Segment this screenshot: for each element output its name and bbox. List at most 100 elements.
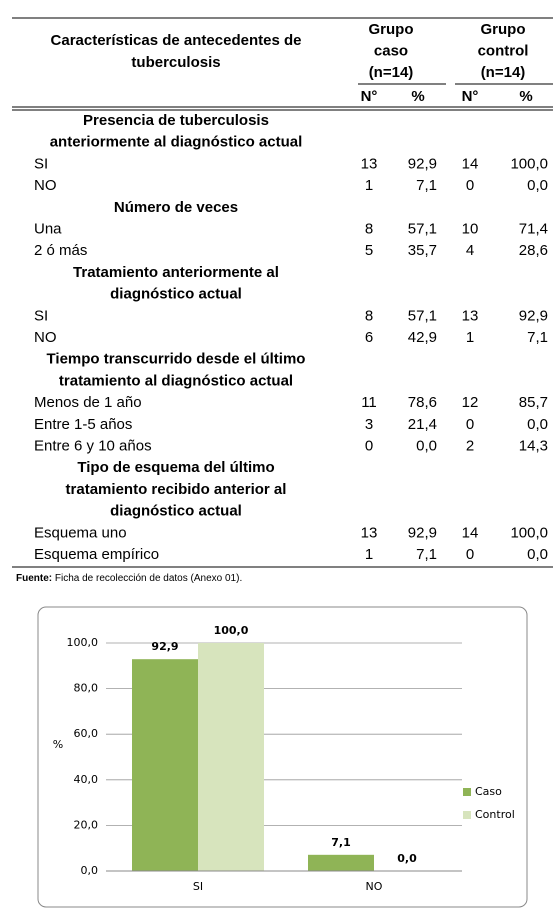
column-header: % bbox=[411, 88, 424, 105]
cell-value: 92,9 bbox=[408, 155, 437, 172]
group-header: Grupo bbox=[481, 21, 526, 38]
cell-value: 12 bbox=[462, 394, 479, 411]
section-title: Número de veces bbox=[114, 199, 238, 216]
cell-value: 85,7 bbox=[519, 394, 548, 411]
cell-value: 100,0 bbox=[510, 155, 548, 172]
cell-value: 57,1 bbox=[408, 220, 437, 237]
section-title: tratamiento al diagnóstico actual bbox=[59, 372, 293, 389]
group-header: caso bbox=[374, 42, 408, 59]
group-header: (n=14) bbox=[369, 64, 414, 81]
source-note: Fuente: Ficha de recolección de datos (A… bbox=[16, 573, 242, 584]
group-header: (n=14) bbox=[481, 64, 526, 81]
chart-frame bbox=[37, 606, 528, 908]
row-label: NO bbox=[34, 329, 57, 346]
section-title: tratamiento recibido anterior al bbox=[66, 481, 287, 498]
legend-swatch bbox=[463, 788, 471, 796]
y-axis-label: % bbox=[53, 738, 63, 751]
cell-value: 14 bbox=[462, 155, 479, 172]
cell-value: 5 bbox=[365, 242, 373, 259]
section-title: diagnóstico actual bbox=[110, 503, 242, 520]
cell-value: 3 bbox=[365, 416, 373, 433]
cell-value: 1 bbox=[466, 329, 474, 346]
column-header: % bbox=[519, 88, 532, 105]
cell-value: 92,9 bbox=[408, 524, 437, 541]
cell-value: 6 bbox=[365, 329, 373, 346]
cell-value: 0 bbox=[466, 177, 474, 194]
cell-value: 0,0 bbox=[527, 546, 548, 563]
source-text: Ficha de recolección de datos (Anexo 01)… bbox=[55, 573, 242, 584]
header-text: tuberculosis bbox=[131, 54, 220, 71]
y-tick-label: 20,0 bbox=[74, 818, 99, 831]
cell-value: 11 bbox=[361, 394, 377, 411]
cell-value: 14 bbox=[462, 524, 479, 541]
row-label: Entre 6 y 10 años bbox=[34, 437, 152, 454]
cell-value: 35,7 bbox=[408, 242, 437, 259]
cell-value: 7,1 bbox=[416, 546, 437, 563]
y-tick-label: 60,0 bbox=[74, 727, 99, 740]
section-title: Tipo de esquema del último bbox=[77, 459, 274, 476]
cell-value: 4 bbox=[466, 242, 474, 259]
x-tick-label: SI bbox=[193, 880, 203, 893]
group-header: control bbox=[478, 42, 529, 59]
cell-value: 14,3 bbox=[519, 437, 548, 454]
row-label: Una bbox=[34, 220, 62, 237]
y-tick-label: 40,0 bbox=[74, 773, 99, 786]
cell-value: 13 bbox=[361, 524, 378, 541]
bar bbox=[198, 643, 264, 871]
legend-label: Caso bbox=[475, 785, 502, 798]
source-label: Fuente: bbox=[16, 573, 52, 584]
legend-swatch bbox=[463, 811, 471, 819]
cell-value: 57,1 bbox=[408, 307, 437, 324]
row-label: Entre 1-5 años bbox=[34, 416, 132, 433]
cell-value: 100,0 bbox=[510, 524, 548, 541]
value-label: 0,0 bbox=[397, 852, 417, 865]
section-title: Tiempo transcurrido desde el último bbox=[47, 351, 306, 368]
row-label: 2 ó más bbox=[34, 242, 87, 259]
cell-value: 1 bbox=[365, 546, 373, 563]
column-header: N° bbox=[361, 88, 378, 105]
cell-value: 21,4 bbox=[408, 416, 437, 433]
cell-value: 2 bbox=[466, 437, 474, 454]
section-title: Presencia de tuberculosis bbox=[83, 112, 269, 129]
section-title: Tratamiento anteriormente al bbox=[73, 264, 279, 281]
cell-value: 7,1 bbox=[416, 177, 437, 194]
column-header: N° bbox=[462, 88, 479, 105]
bar bbox=[308, 854, 374, 871]
cell-value: 92,9 bbox=[519, 307, 548, 324]
cell-value: 8 bbox=[365, 307, 373, 324]
cell-value: 78,6 bbox=[408, 394, 437, 411]
cell-value: 42,9 bbox=[408, 329, 437, 346]
cell-value: 0 bbox=[466, 546, 474, 563]
row-label: Esquema empírico bbox=[34, 546, 159, 563]
cell-value: 0 bbox=[365, 437, 373, 454]
cell-value: 7,1 bbox=[527, 329, 548, 346]
cell-value: 0,0 bbox=[527, 177, 548, 194]
value-label: 92,9 bbox=[151, 640, 178, 653]
cell-value: 13 bbox=[361, 155, 378, 172]
y-tick-label: 80,0 bbox=[74, 682, 99, 695]
y-tick-label: 100,0 bbox=[67, 636, 99, 649]
y-tick-label: 0,0 bbox=[81, 864, 99, 877]
row-label: SI bbox=[34, 155, 48, 172]
row-label: NO bbox=[34, 177, 57, 194]
x-tick-label: NO bbox=[366, 880, 383, 893]
cell-value: 0,0 bbox=[416, 437, 437, 454]
value-label: 7,1 bbox=[331, 836, 351, 849]
header-text: Características de antecedentes de bbox=[51, 32, 302, 49]
row-label: SI bbox=[34, 307, 48, 324]
value-label: 100,0 bbox=[214, 624, 249, 637]
cell-value: 71,4 bbox=[519, 220, 548, 237]
cell-value: 8 bbox=[365, 220, 373, 237]
section-title: diagnóstico actual bbox=[110, 286, 242, 303]
cell-value: 28,6 bbox=[519, 242, 548, 259]
cell-value: 10 bbox=[462, 220, 479, 237]
cell-value: 13 bbox=[462, 307, 479, 324]
row-label: Esquema uno bbox=[34, 524, 127, 541]
section-title: anteriormente al diagnóstico actual bbox=[50, 134, 303, 151]
cell-value: 1 bbox=[365, 177, 373, 194]
bar bbox=[132, 659, 198, 871]
cell-value: 0,0 bbox=[527, 416, 548, 433]
row-label: Menos de 1 año bbox=[34, 394, 142, 411]
